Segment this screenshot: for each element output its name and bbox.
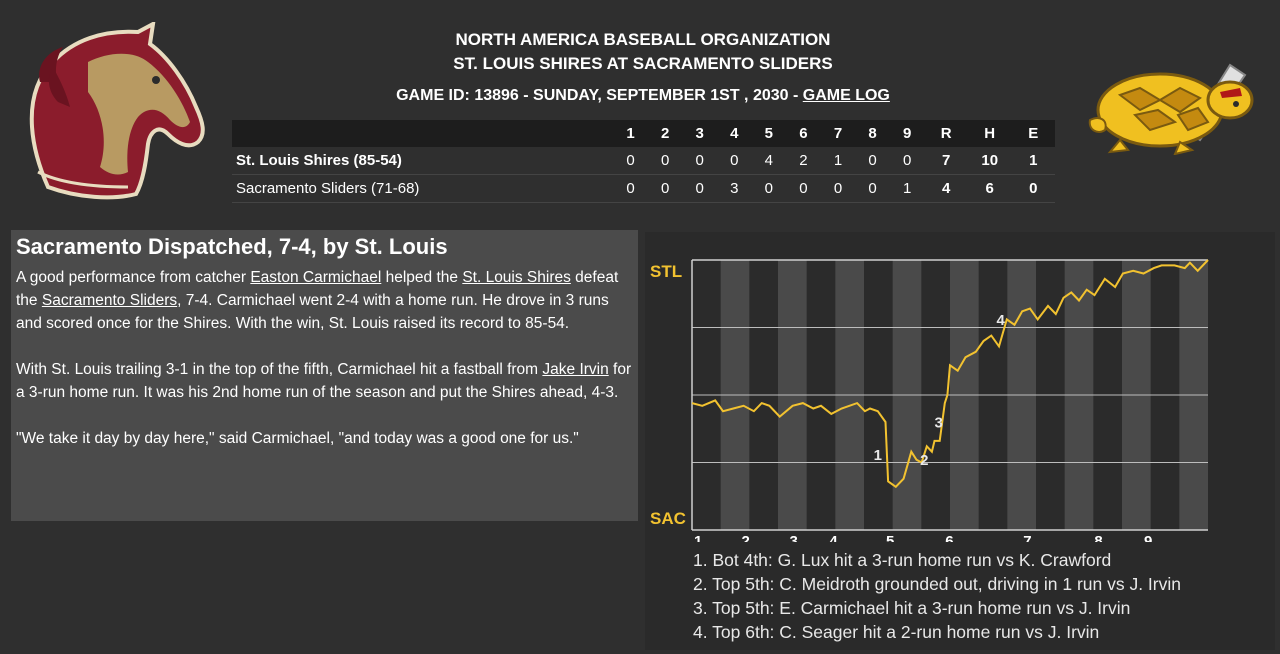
- event-marker: 3: [935, 414, 943, 431]
- x-tick-label: 1: [694, 533, 702, 542]
- linescore-header-row: 1 2 3 4 5 6 7 8 9 R H E: [232, 120, 1055, 147]
- horse-logo-icon: [29, 20, 205, 200]
- table-row: St. Louis Shires (85-54) 0 0 0 0 4 2 1 0…: [232, 147, 1055, 175]
- inning-header: 9: [889, 120, 925, 147]
- x-tick-label: 6: [945, 533, 953, 542]
- inning-score: 0: [647, 174, 683, 203]
- x-tick-label: 3: [789, 533, 797, 542]
- legend-item: 1. Bot 4th: G. Lux hit a 3-run home run …: [693, 550, 1112, 570]
- x-tick-label: 7: [1023, 533, 1031, 542]
- linescore-table: 1 2 3 4 5 6 7 8 9 R H E St. Louis Shires…: [232, 120, 1055, 203]
- inning-header: 6: [786, 120, 821, 147]
- y-label-bottom: SAC: [650, 509, 686, 528]
- hits-total: 10: [967, 147, 1012, 175]
- story-quote: "We take it day by day here," said Carmi…: [16, 430, 579, 447]
- hits-header: H: [967, 120, 1012, 147]
- legend-item: 3. Top 5th: E. Carmichael hit a 3-run ho…: [693, 598, 1131, 618]
- story-text: With St. Louis trailing 3-1 in the top o…: [16, 361, 543, 378]
- event-markers: 1 2 3 4: [874, 312, 1006, 469]
- team-name: St. Louis Shires (85-54): [232, 147, 614, 175]
- inning-score: 0: [682, 147, 717, 175]
- table-row: Sacramento Sliders (71-68) 0 0 0 3 0 0 0…: [232, 174, 1055, 203]
- x-tick-label: 2: [741, 533, 749, 542]
- story-headline: Sacramento Dispatched, 7-4, by St. Louis: [16, 234, 448, 259]
- inning-score: 0: [682, 174, 717, 203]
- team-link-st-louis-shires[interactable]: St. Louis Shires: [462, 269, 571, 286]
- inning-score: 0: [716, 147, 752, 175]
- story-text: defeat the: [16, 269, 619, 309]
- inning-score: 0: [613, 147, 648, 175]
- inning-score: 1: [820, 147, 856, 175]
- event-marker: 2: [920, 452, 928, 469]
- story-text: helped the: [381, 269, 463, 286]
- game-log-link[interactable]: GAME LOG: [802, 87, 890, 104]
- errors-total: 1: [1011, 147, 1055, 175]
- errors-header: E: [1011, 120, 1055, 147]
- inning-header: 4: [716, 120, 752, 147]
- legend-item: 4. Top 6th: C. Seager hit a 2-run home r…: [693, 622, 1100, 642]
- win-probability-panel: 1 2 3 4 STL SAC 1 2 3 4 5 6 7 8 9 1. Bot 4th: G. Lu…: [645, 232, 1275, 650]
- sacramento-sliders-logo: [1080, 60, 1265, 156]
- inning-score: 2: [786, 147, 821, 175]
- errors-total: 0: [1011, 174, 1055, 203]
- team-header: [232, 120, 614, 147]
- x-tick-label: 5: [886, 533, 894, 542]
- story-text: for a 3-run home run. It was his 2nd hom…: [16, 361, 632, 401]
- x-tick-label: 9: [1144, 533, 1152, 542]
- event-legend: 1. Bot 4th: G. Lux hit a 3-run home run …: [693, 548, 1181, 644]
- inning-header: 5: [751, 120, 787, 147]
- x-tick-label: 8: [1094, 533, 1102, 542]
- matchup-title: ST. LOUIS SHIRES AT SACRAMENTO SLIDERS: [453, 54, 833, 73]
- inning-header: 3: [682, 120, 717, 147]
- inning-score: 4: [751, 147, 787, 175]
- event-marker: 4: [996, 312, 1005, 329]
- story-text: , 7-4. Carmichael went 2-4 with a home r…: [16, 292, 609, 332]
- story-paragraph: With St. Louis trailing 3-1 in the top o…: [16, 358, 633, 404]
- team-link-sacramento-sliders[interactable]: Sacramento Sliders: [41, 292, 178, 309]
- inning-score: 0: [613, 174, 648, 203]
- inning-score: 0: [751, 174, 787, 203]
- inning-score: 0: [855, 174, 890, 203]
- inning-header: 1: [613, 120, 648, 147]
- x-tick-label: 4: [829, 533, 838, 542]
- game-story: Sacramento Dispatched, 7-4, by St. Louis…: [11, 230, 638, 521]
- player-link-jake-irvin[interactable]: Jake Irvin: [542, 361, 609, 378]
- event-marker: 1: [874, 447, 882, 464]
- runs-header: R: [924, 120, 968, 147]
- turtle-logo-icon: [1088, 63, 1254, 156]
- game-info-text: GAME ID: 13896 - SUNDAY, SEPTEMBER 1ST ,…: [396, 87, 803, 104]
- win-probability-line: [691, 259, 1209, 489]
- inning-score: 0: [820, 174, 856, 203]
- win-probability-chart: 1 2 3 4 STL SAC 1 2 3 4 5 6 7 8 9: [650, 259, 1209, 542]
- game-info: GAME ID: 13896 - SUNDAY, SEPTEMBER 1ST ,…: [300, 84, 986, 108]
- inning-score: 3: [716, 174, 752, 203]
- story-text: A good performance from catcher: [16, 269, 251, 286]
- x-axis-ticks: 1 2 3 4 5 6 7 8 9: [694, 533, 1152, 542]
- inning-score: 1: [889, 174, 925, 203]
- hits-total: 6: [967, 174, 1012, 203]
- grid-lines: [691, 259, 1208, 531]
- inning-score: 0: [855, 147, 890, 175]
- inning-header: 2: [647, 120, 683, 147]
- inning-score: 0: [786, 174, 821, 203]
- st-louis-shires-logo: [18, 20, 210, 202]
- organization-title: NORTH AMERICA BASEBALL ORGANIZATION: [455, 30, 831, 49]
- inning-header: 8: [855, 120, 890, 147]
- game-header: NORTH AMERICA BASEBALL ORGANIZATION ST. …: [300, 28, 986, 108]
- runs-total: 4: [924, 174, 968, 203]
- legend-item: 2. Top 5th: C. Meidroth grounded out, dr…: [693, 574, 1181, 594]
- story-paragraph: A good performance from catcher Easton C…: [16, 266, 633, 335]
- team-name: Sacramento Sliders (71-68): [232, 174, 614, 203]
- inning-header: 7: [820, 120, 856, 147]
- y-label-top: STL: [650, 262, 682, 281]
- player-link-easton-carmichael[interactable]: Easton Carmichael: [250, 269, 382, 286]
- runs-total: 7: [924, 147, 968, 175]
- inning-score: 0: [647, 147, 683, 175]
- inning-score: 0: [889, 147, 925, 175]
